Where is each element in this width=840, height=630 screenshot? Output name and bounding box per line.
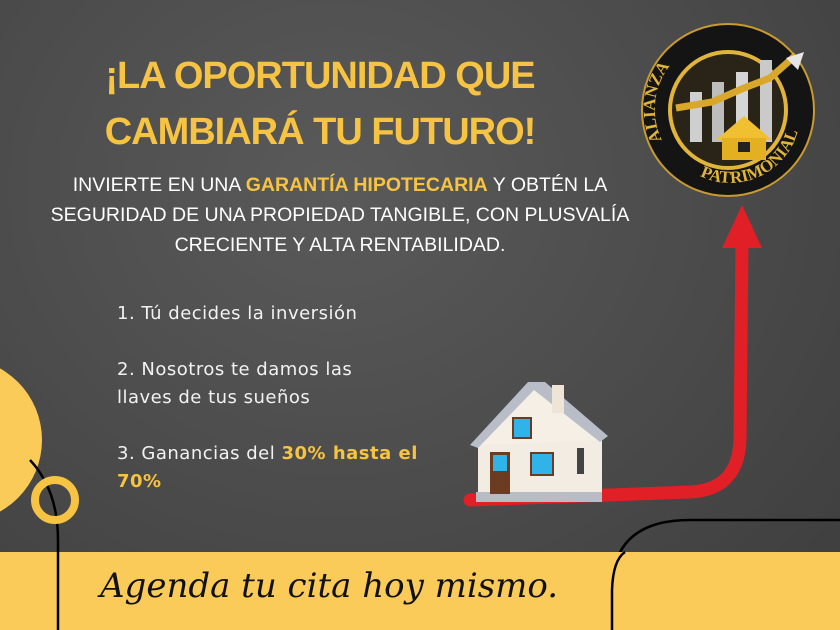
cta-text: Agenda tu cita hoy mismo. (100, 566, 559, 606)
house-icon (470, 382, 608, 502)
cta-band (0, 552, 840, 630)
step-2: 2. Nosotros te damos las llaves de tus s… (117, 356, 397, 412)
steps-list: 1. Tú decides la inversión 2. Nosotros t… (117, 300, 437, 524)
yellow-ring (31, 476, 79, 524)
headline-line2: CAMBIARÁ TU FUTURO! (104, 111, 537, 153)
sub-highlight: GARANTÍA HIPOTECARIA (245, 174, 488, 196)
headline-line1: ¡LA OPORTUNIDAD QUE (105, 55, 535, 97)
headline: ¡LA OPORTUNIDAD QUE CAMBIARÁ TU FUTURO! (40, 48, 600, 160)
black-curve-line (29, 459, 60, 630)
sub-before: INVIERTE EN UNA (72, 174, 246, 196)
step-1: 1. Tú decides la inversión (117, 300, 437, 328)
subheading: INVIERTE EN UNA GARANTÍA HIPOTECARIA Y O… (20, 170, 660, 260)
step-highlight: 30% hasta el 70% (117, 443, 418, 492)
step-text: 1. Tú decides la inversión (117, 303, 358, 324)
sub-after: Y OBTÉN LA SEGURIDAD DE UNA PROPIEDAD TA… (50, 174, 630, 256)
growth-arrow-icon (463, 205, 762, 507)
step-text: 3. Ganancias del (117, 443, 282, 464)
yellow-half-circle (0, 368, 42, 512)
step-3: 3. Ganancias del 30% hasta el 70% (117, 440, 437, 496)
alianza-patrimonial-logo: ALIANZA PATRIMONIAL (640, 23, 815, 197)
step-text: 2. Nosotros te damos las llaves de tus s… (117, 359, 353, 408)
